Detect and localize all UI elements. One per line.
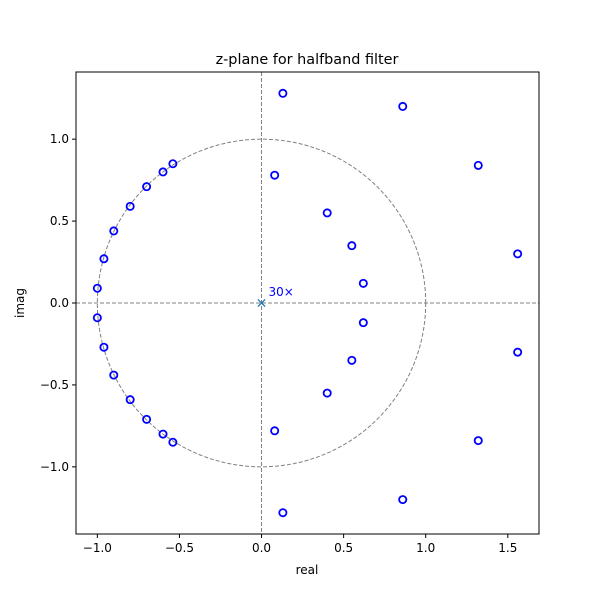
y-tick-label: −0.5 bbox=[40, 378, 69, 392]
y-tick-label: −1.0 bbox=[40, 460, 69, 474]
zero-marker bbox=[278, 508, 288, 518]
zero-marker bbox=[347, 355, 357, 365]
zero-marker bbox=[358, 278, 368, 288]
plot-area: 30× −1.0 −0.5 0.0 0.5 1.0 1.5 −1.0 −0.5 0.0 0.5 1.… bbox=[40, 71, 540, 555]
zero-marker bbox=[92, 283, 102, 293]
x-tick-label: 0.5 bbox=[334, 541, 353, 555]
zero-marker bbox=[168, 159, 178, 169]
zero-marker bbox=[398, 495, 408, 505]
zero-marker bbox=[99, 342, 109, 352]
axis-ticks: −1.0 −0.5 0.0 0.5 1.0 1.5 −1.0 −0.5 0.0 0.5 1.0 bbox=[40, 132, 517, 555]
y-axis-label: imag bbox=[13, 288, 27, 318]
zero-marker bbox=[513, 347, 523, 357]
pole-marker-stroke bbox=[257, 298, 266, 308]
zero-marker bbox=[99, 254, 109, 264]
chart-title: z-plane for halfband filter bbox=[216, 52, 399, 68]
zero-marker bbox=[278, 88, 288, 98]
zero-marker bbox=[347, 241, 357, 251]
zero-marker bbox=[473, 436, 483, 446]
zero-marker bbox=[270, 426, 280, 436]
zero-marker bbox=[513, 249, 523, 259]
pole-marker bbox=[257, 298, 266, 308]
zero-marker bbox=[270, 170, 280, 180]
x-tick-label: 0.0 bbox=[252, 541, 271, 555]
zero-marker bbox=[142, 414, 152, 424]
zero-marker bbox=[109, 226, 119, 236]
zero-marker bbox=[473, 160, 483, 170]
zero-marker bbox=[358, 318, 368, 328]
zero-marker bbox=[92, 313, 102, 323]
zero-marker bbox=[109, 370, 119, 380]
y-tick-label: 1.0 bbox=[50, 132, 69, 146]
zero-marker bbox=[168, 437, 178, 447]
x-tick-label: −0.5 bbox=[165, 541, 194, 555]
y-tick-label: 0.0 bbox=[50, 296, 69, 310]
y-tick-label: 0.5 bbox=[50, 214, 69, 228]
zero-marker bbox=[125, 395, 135, 405]
x-tick-label: −1.0 bbox=[83, 541, 112, 555]
x-tick-label: 1.0 bbox=[416, 541, 435, 555]
pole-multiplicity-label: 30× bbox=[269, 285, 294, 299]
zero-marker bbox=[125, 201, 135, 211]
x-axis-label: real bbox=[296, 563, 319, 577]
zero-marker bbox=[142, 182, 152, 192]
zero-marker bbox=[158, 167, 168, 177]
zero-marker bbox=[322, 208, 332, 218]
data-marks: 30× bbox=[92, 88, 523, 518]
zero-marker bbox=[158, 429, 168, 439]
zero-marker bbox=[322, 388, 332, 398]
x-tick-label: 1.5 bbox=[498, 541, 517, 555]
zero-marker bbox=[398, 101, 408, 111]
